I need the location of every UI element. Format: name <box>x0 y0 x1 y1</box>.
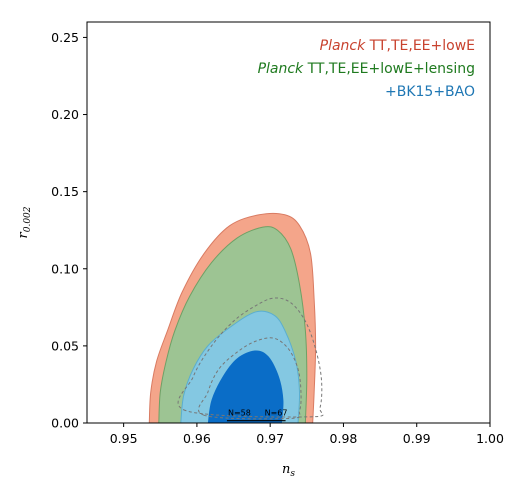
y-tick-label-4: 0.20 <box>51 107 79 122</box>
dashed-contours <box>177 297 324 420</box>
dashed-contour-0 <box>177 297 324 418</box>
x-axis: 0.95 0.96 0.97 0.98 0.99 1.00 <box>110 423 504 446</box>
x-tick-label-0: 0.95 <box>110 431 138 446</box>
contour-inner-2 <box>207 350 284 423</box>
legend-entry-2: +BK15+BAO <box>385 84 475 100</box>
x-tick-label-3: 0.98 <box>330 431 358 446</box>
dashed-contour-1 <box>198 337 302 420</box>
legend: Planck TT,TE,EE+lowE Planck TT,TE,EE+low… <box>258 38 475 100</box>
y-axis-label-main: r <box>16 231 31 238</box>
x-tick-label-1: 0.96 <box>183 431 211 446</box>
x-axis-label-sub: s <box>290 469 295 479</box>
annotations: N=58 N=67 <box>226 408 288 422</box>
y-axis: 0.00 0.05 0.10 0.15 0.20 0.25 <box>51 30 87 431</box>
legend-entry-1: Planck TT,TE,EE+lowE+lensing <box>258 61 475 77</box>
y-tick-label-2: 0.10 <box>51 261 79 276</box>
legend-entry-0-italic: Planck <box>320 38 366 54</box>
legend-entry-1-italic: Planck <box>258 61 304 77</box>
x-tick-label-5: 1.00 <box>476 431 504 446</box>
legend-entry-1-rest: TT,TE,EE+lowE+lensing <box>303 61 475 77</box>
legend-entry-2-rest: +BK15+BAO <box>385 84 475 100</box>
y-tick-label-1: 0.05 <box>51 338 79 353</box>
y-tick-label-0: 0.00 <box>51 416 79 431</box>
legend-entry-0: Planck TT,TE,EE+lowE <box>320 38 475 54</box>
y-tick-label-3: 0.15 <box>51 184 79 199</box>
y-axis-label: r0.002 <box>16 206 33 238</box>
x-axis-label-main: n <box>282 462 290 477</box>
annotation-0: N=58 <box>228 408 251 417</box>
x-tick-label-4: 0.99 <box>403 431 431 446</box>
contour-fills <box>148 212 317 423</box>
x-axis-label: ns <box>282 462 295 479</box>
x-tick-label-2: 0.97 <box>256 431 284 446</box>
annotation-1: N=67 <box>265 408 288 417</box>
plot-frame <box>86 21 491 424</box>
legend-entry-0-rest: TT,TE,EE+lowE <box>365 38 475 54</box>
y-axis-label-sub: 0.002 <box>23 206 33 232</box>
y-tick-label-5: 0.25 <box>51 30 79 45</box>
